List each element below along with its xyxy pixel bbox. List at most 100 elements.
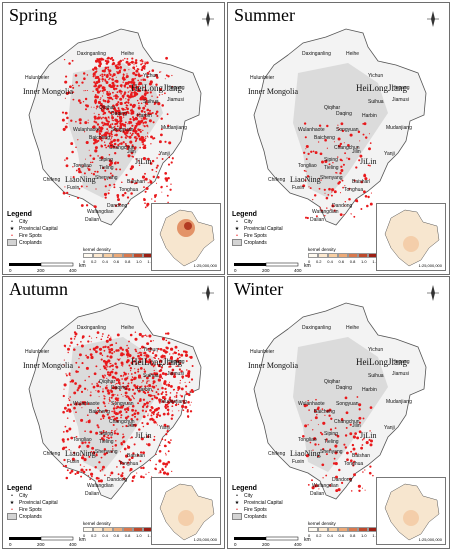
fire-spot [79, 121, 82, 125]
fire-spot [101, 354, 104, 357]
fire-spot [146, 405, 149, 408]
legend: Legend • City ★ Provincial Capital • Fire Spot… [7, 485, 147, 520]
fire-spot [108, 338, 112, 341]
fire-spot [344, 185, 346, 187]
fire-spot [344, 434, 348, 437]
city-label-suihua: Suihua [368, 99, 384, 105]
fire-spot [101, 390, 105, 393]
fire-spot [140, 467, 143, 469]
fire-spot [100, 97, 102, 99]
fire-spot [66, 191, 69, 195]
city-label-wulanhaote: Wulanhaote [298, 401, 325, 407]
fire-spot [131, 144, 134, 147]
city-label-jiamusi: Jiamusi [392, 371, 409, 377]
fire-spot [170, 161, 173, 164]
city-label-qiqihar: Qiqihar [324, 105, 341, 111]
fire-spot [126, 189, 128, 191]
fire-spot [84, 430, 86, 433]
fire-spot [106, 336, 109, 339]
fire-spot [149, 340, 153, 343]
scale-mid: 200 [37, 268, 45, 273]
city-dot-icon: • [11, 492, 13, 499]
fire-spot [94, 71, 97, 74]
fire-spot [342, 163, 345, 166]
fire-spot [109, 362, 111, 365]
fire-spot [129, 132, 132, 134]
city-label-wafangdian: Wafangdian [312, 209, 339, 215]
fire-spot [156, 76, 159, 79]
fire-spot [140, 63, 143, 65]
fire-spot [145, 389, 148, 392]
fire-spot [98, 132, 102, 136]
fire-spot [180, 353, 184, 357]
fire-spot [143, 368, 146, 371]
fire-spot [148, 109, 151, 112]
fire-spot [100, 411, 103, 413]
season-title: Summer [234, 5, 295, 25]
kernel-tick: 0.8 [349, 533, 356, 538]
fire-spot [333, 141, 335, 143]
fire-spot [115, 382, 117, 385]
fire-spot [106, 371, 110, 374]
fire-spot [113, 415, 115, 418]
scale-unit: km [304, 537, 311, 543]
fire-spot [97, 128, 99, 131]
fire-spot [103, 448, 107, 451]
fire-spot [111, 174, 114, 177]
fire-spot [87, 119, 89, 121]
city-label-qiqihar: Qiqihar [99, 105, 116, 111]
fire-spot [71, 457, 75, 461]
fire-spot [142, 398, 146, 401]
fire-spot [143, 179, 145, 181]
fire-spot [91, 446, 95, 450]
fire-spot [108, 96, 112, 100]
city-label-wulanhaote: Wulanhaote [298, 127, 325, 133]
fire-spot [337, 156, 339, 158]
fire-spot [150, 143, 152, 145]
fire-spot [361, 487, 363, 489]
fire-spot [350, 450, 353, 453]
city-label-tieling: Tieling [324, 165, 339, 171]
fire-spot [368, 471, 372, 475]
fire-spot [106, 120, 109, 123]
fire-spot [122, 385, 125, 388]
fire-spot [129, 61, 131, 64]
fire-spot [64, 159, 66, 161]
fire-spot [115, 112, 118, 115]
fire-spot [131, 376, 133, 378]
fire-spot [97, 139, 100, 142]
fire-spot [108, 348, 111, 351]
fire-spot [108, 91, 110, 93]
fire-spot [131, 108, 133, 110]
fire-spot [303, 169, 306, 172]
fire-spot [64, 111, 68, 115]
fire-spot [67, 408, 70, 411]
fire-spot [139, 353, 143, 357]
fire-spot [164, 78, 166, 80]
fire-spot [70, 337, 73, 340]
fire-spot [166, 425, 169, 428]
fire-spot [348, 477, 352, 481]
fire-spot [102, 99, 105, 102]
city-label-daxinganling: Daxinganling [77, 51, 106, 57]
fire-spot [155, 362, 157, 364]
fire-spot [166, 185, 168, 188]
fire-spot [117, 381, 121, 385]
fire-spot [151, 411, 154, 414]
fire-spot [85, 204, 89, 207]
fire-spot [77, 139, 79, 141]
fire-spot [317, 424, 319, 426]
fire-spot [341, 481, 344, 484]
fire-spot [180, 387, 184, 391]
fire-spot [116, 63, 119, 65]
fire-spot [142, 124, 144, 126]
fire-spot [152, 380, 156, 384]
fire-spot [105, 131, 109, 135]
fire-spot [65, 476, 69, 480]
fire-spot [119, 126, 123, 129]
fire-spot [108, 134, 111, 137]
fire-spot [111, 410, 113, 413]
fire-spot [134, 146, 137, 149]
fire-spot [99, 84, 103, 87]
fire-spot [132, 146, 134, 148]
